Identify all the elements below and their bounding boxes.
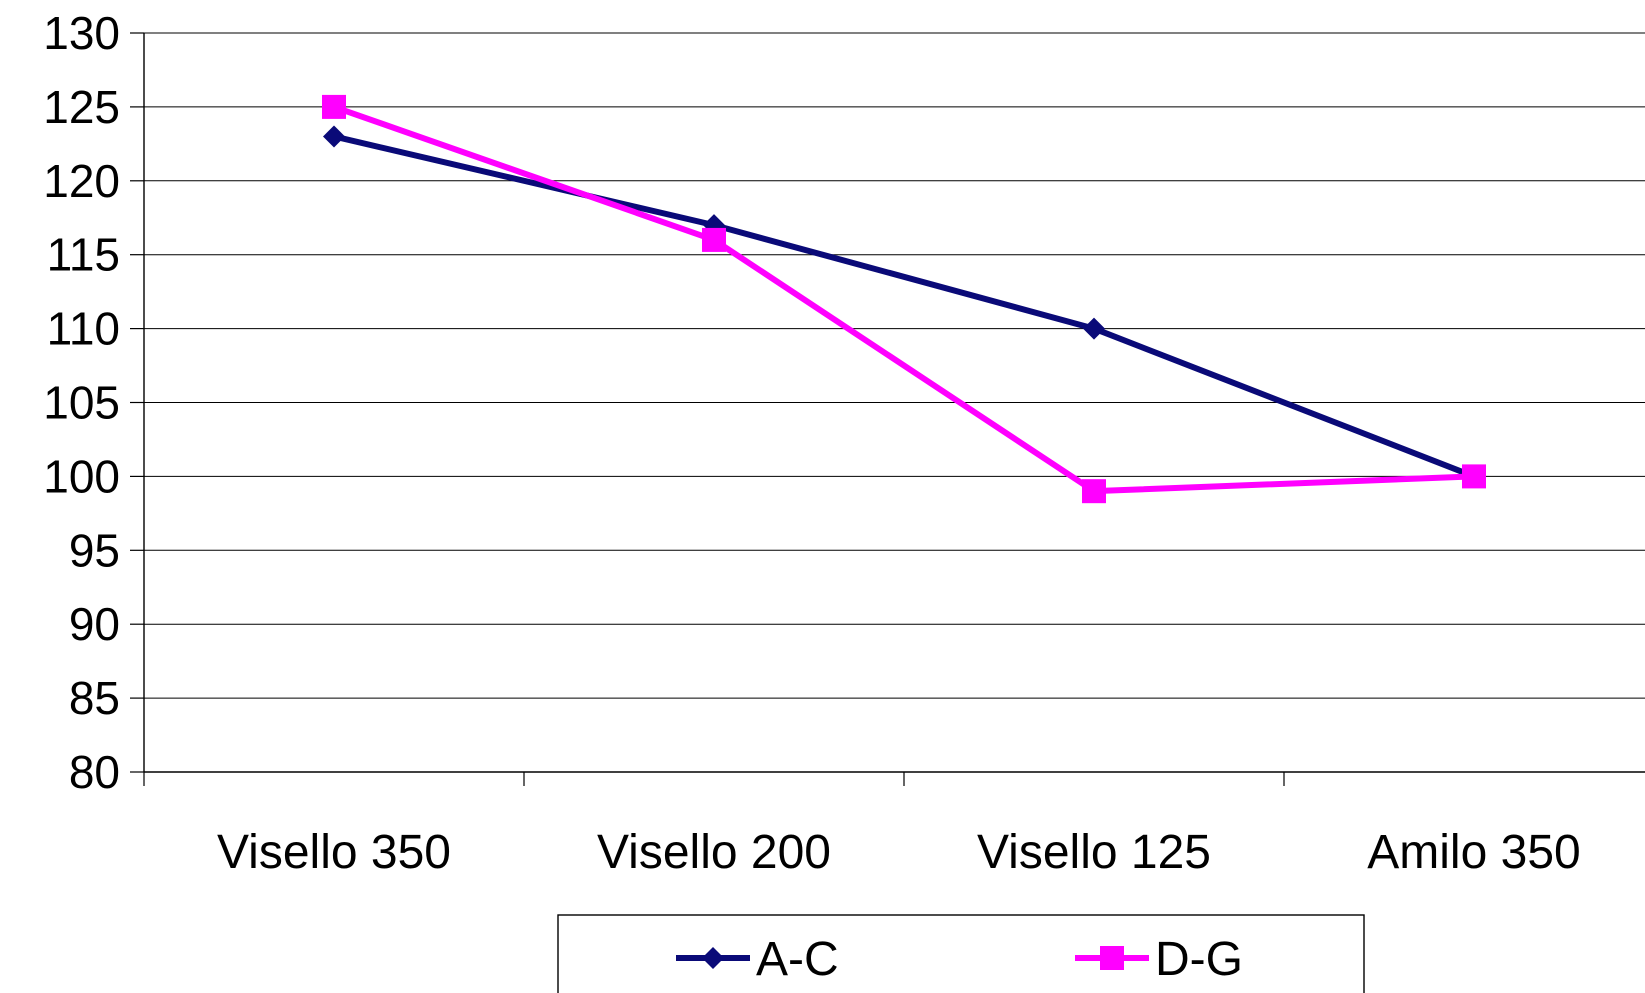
y-tick-labels: 80 85 90 95 100 105 110 115 120 125 130 (43, 7, 120, 798)
gridlines (144, 32, 1645, 699)
y-tick-label: 110 (47, 303, 120, 355)
y-tick-label: 90 (69, 598, 120, 650)
x-tick-label: Amilo 350 (1367, 826, 1580, 879)
legend: A-C D-G (557, 914, 1365, 993)
series (322, 94, 1486, 504)
series-d-g (322, 94, 1486, 504)
legend-label: D-G (1155, 933, 1243, 986)
data-point-marker (322, 94, 346, 119)
y-tick-label: 130 (43, 7, 120, 59)
data-point-marker (323, 125, 345, 148)
x-tick-label: Visello 125 (977, 826, 1211, 879)
data-point-marker (702, 227, 726, 252)
y-tick-label: 120 (43, 155, 120, 207)
y-tick-label: 125 (43, 81, 120, 133)
y-tick-label: 105 (43, 377, 120, 429)
legend-box (557, 914, 1365, 993)
legend-item: D-G (1075, 933, 1243, 986)
series-a-c (323, 125, 1485, 488)
series-line (331, 133, 1477, 480)
legend-label: A-C (756, 933, 839, 986)
legend-item: A-C (676, 933, 839, 986)
data-point-marker (702, 947, 724, 969)
data-point-marker (1082, 479, 1106, 504)
y-tick-label: 115 (47, 229, 120, 281)
axes (130, 32, 1645, 786)
x-tick-labels: Visello 350 Visello 200 Visello 125 Amilo 3… (217, 826, 1581, 879)
series-line (331, 103, 1477, 495)
x-tick-label: Visello 350 (217, 826, 451, 879)
y-tick-label: 100 (43, 450, 120, 502)
data-point-marker (1462, 464, 1486, 489)
y-tick-label: 80 (69, 746, 120, 798)
x-tick-label: Visello 200 (597, 826, 831, 879)
y-tick-label: 85 (69, 672, 120, 724)
data-point-marker (1100, 946, 1124, 970)
data-point-marker (1083, 317, 1105, 340)
y-tick-label: 95 (69, 524, 120, 576)
